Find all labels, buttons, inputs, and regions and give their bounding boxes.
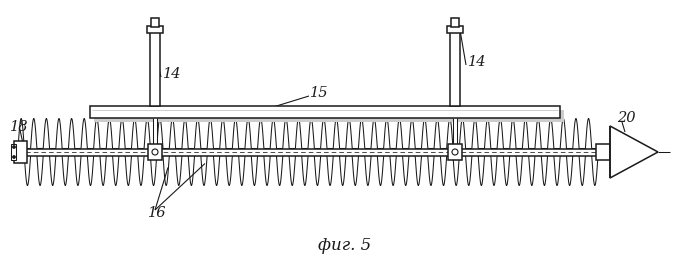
Bar	[150, 32, 160, 106]
Bar	[94, 110, 564, 122]
Bar	[596, 144, 610, 160]
Circle shape	[152, 149, 158, 155]
Text: 16: 16	[148, 206, 167, 220]
Text: 14: 14	[468, 55, 487, 69]
Text: фиг. 5: фиг. 5	[318, 237, 371, 254]
Polygon shape	[610, 126, 658, 178]
Circle shape	[13, 145, 15, 149]
Text: 18: 18	[10, 120, 29, 134]
Bar	[447, 26, 463, 33]
Bar	[11, 144, 16, 160]
Bar	[153, 118, 158, 149]
Bar	[451, 18, 459, 27]
Text: 20: 20	[617, 111, 635, 125]
Circle shape	[13, 156, 15, 159]
Text: 14: 14	[163, 67, 181, 81]
Text: 15: 15	[310, 86, 329, 100]
Bar	[453, 118, 458, 149]
Bar	[90, 106, 560, 118]
Bar	[148, 144, 162, 160]
Bar	[147, 26, 163, 33]
Circle shape	[452, 149, 458, 155]
Bar	[448, 144, 462, 160]
Bar	[450, 32, 460, 106]
Bar	[14, 141, 27, 163]
Bar	[151, 18, 159, 27]
Bar	[18, 149, 645, 156]
